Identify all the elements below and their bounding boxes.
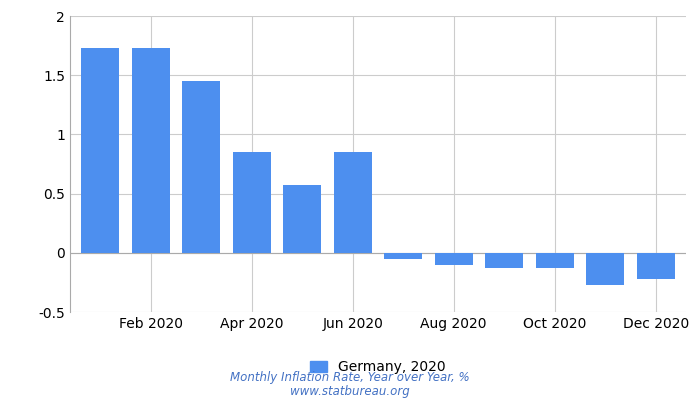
Bar	[485, 253, 523, 268]
Bar	[233, 152, 271, 253]
Bar	[81, 48, 119, 253]
Bar	[536, 253, 574, 268]
Text: www.statbureau.org: www.statbureau.org	[290, 385, 410, 398]
Bar	[334, 152, 372, 253]
Legend: Germany, 2020: Germany, 2020	[310, 360, 446, 374]
Bar	[384, 253, 422, 259]
Bar	[435, 253, 472, 265]
Bar	[132, 48, 169, 253]
Bar	[587, 253, 624, 285]
Bar	[637, 253, 675, 279]
Text: Monthly Inflation Rate, Year over Year, %: Monthly Inflation Rate, Year over Year, …	[230, 372, 470, 384]
Bar	[284, 185, 321, 253]
Bar	[182, 81, 220, 253]
